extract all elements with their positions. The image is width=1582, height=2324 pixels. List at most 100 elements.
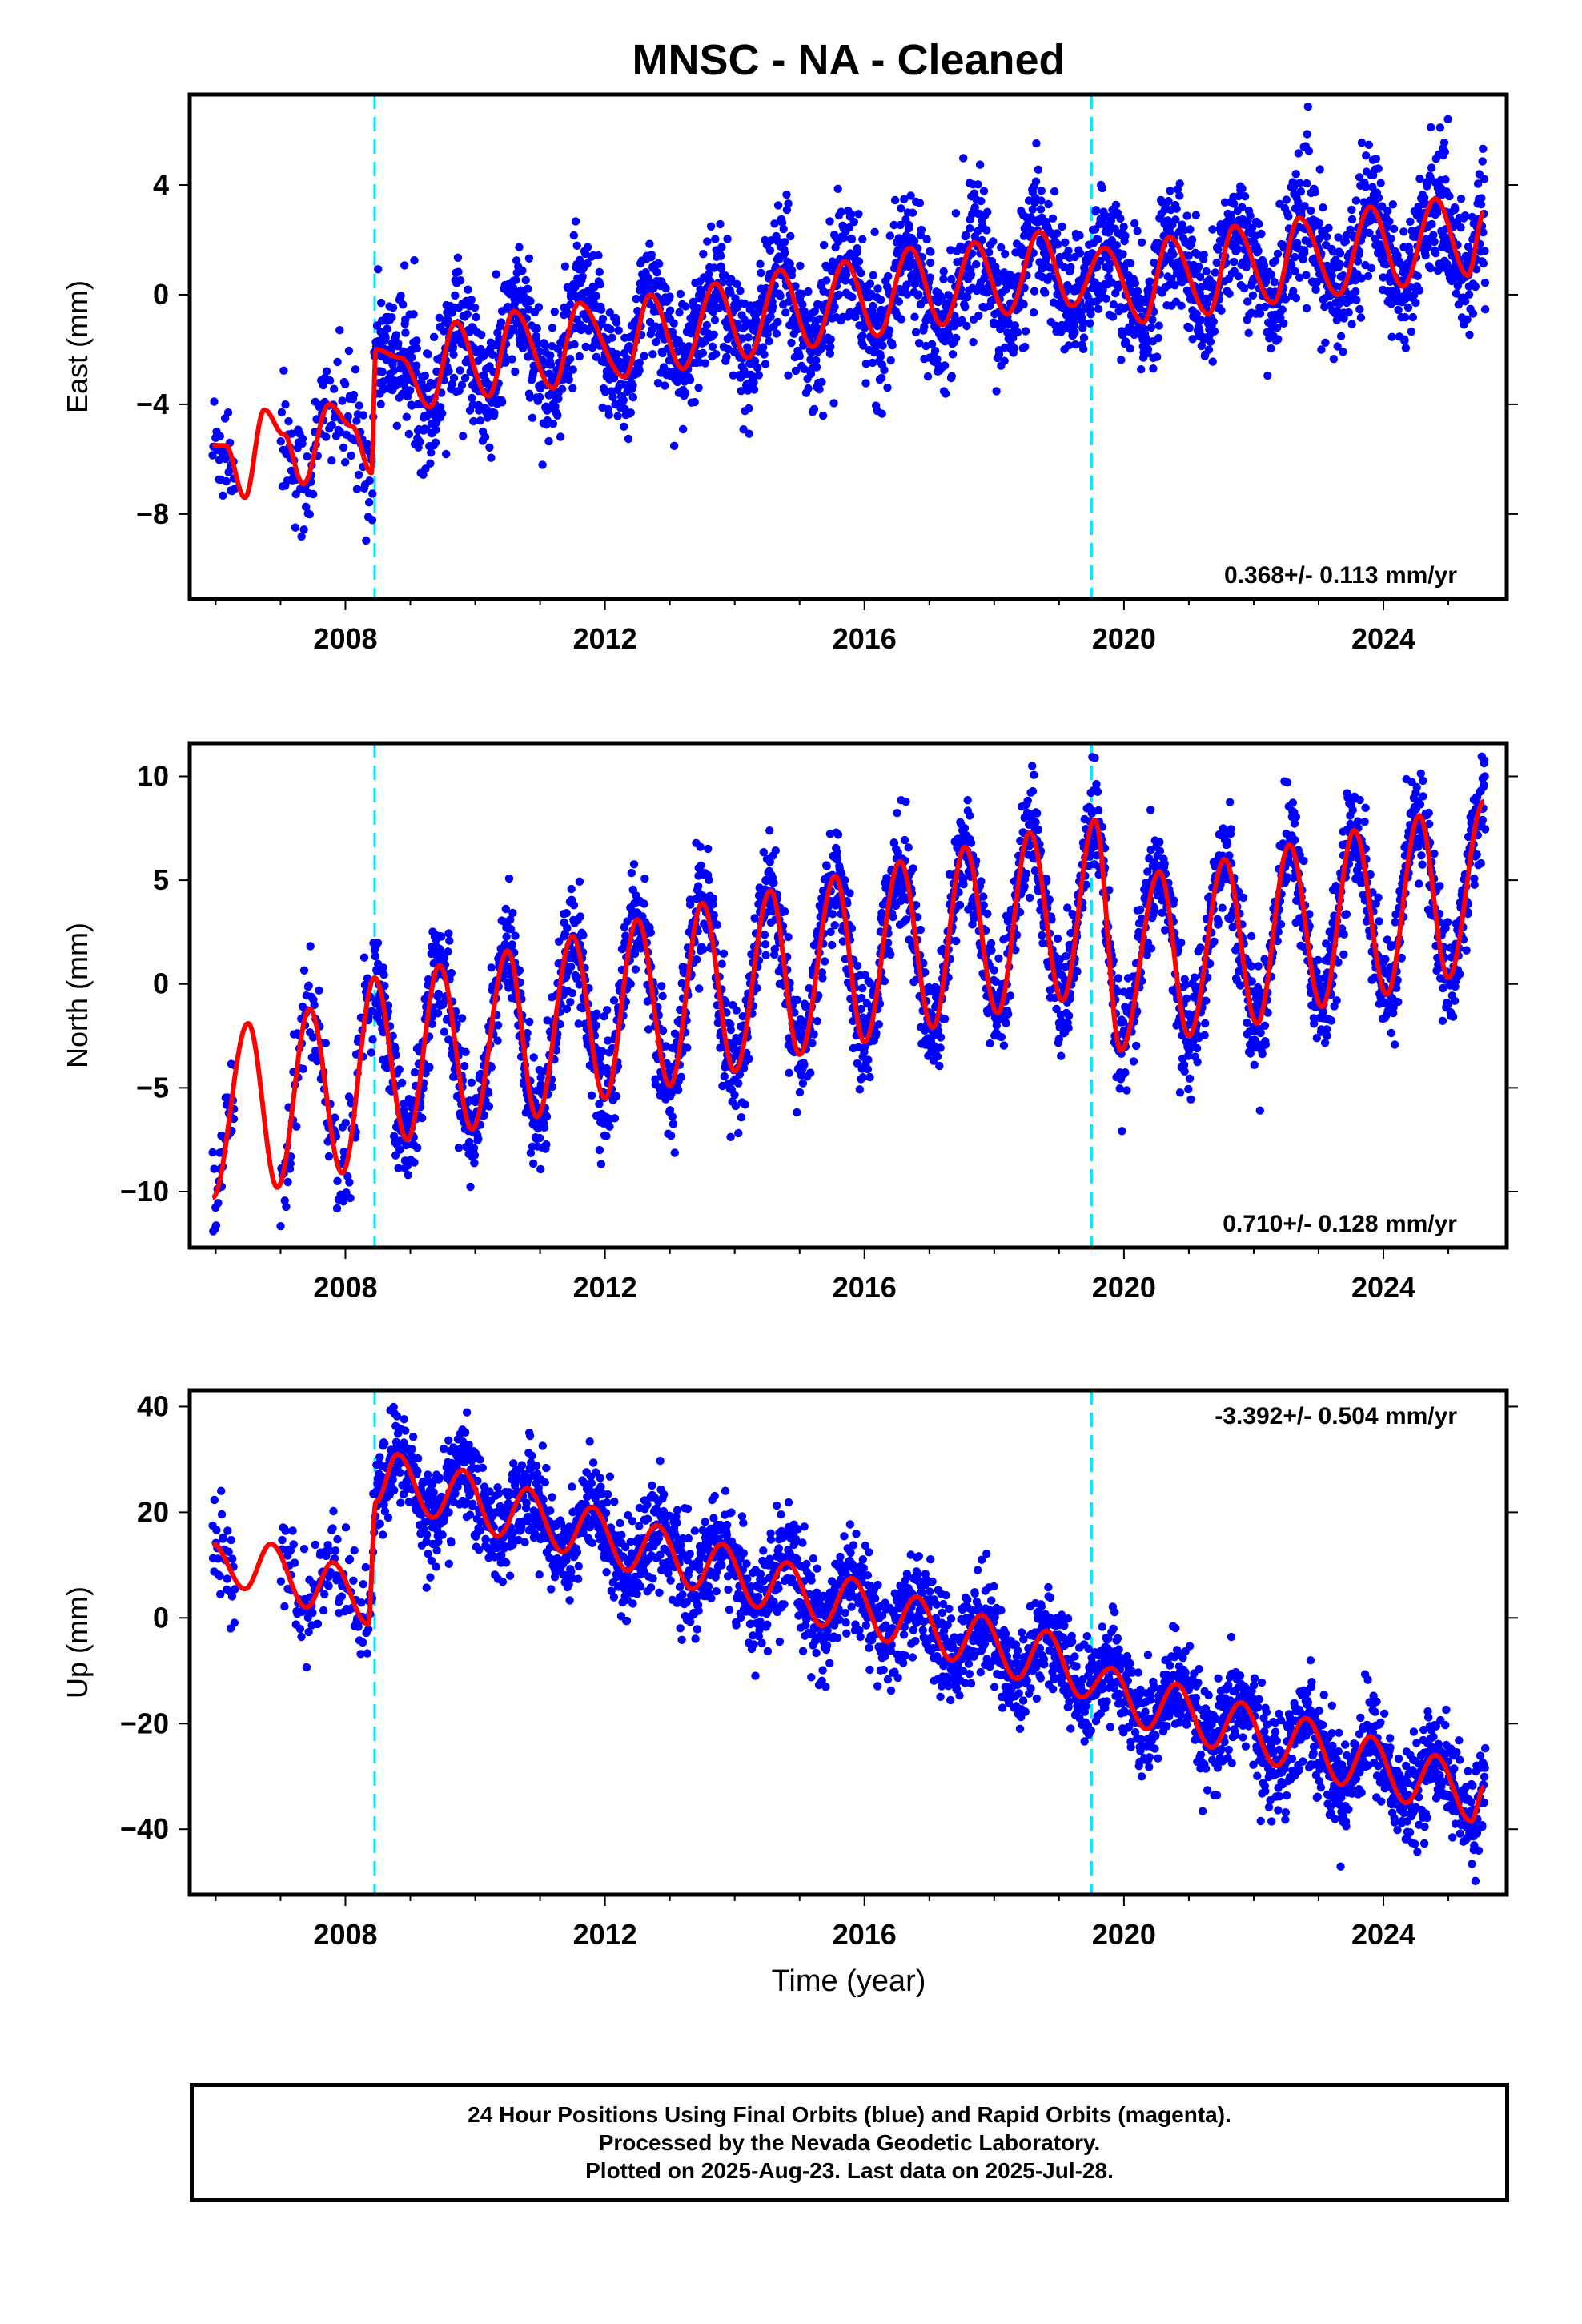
data-point	[723, 235, 732, 243]
data-point	[309, 489, 318, 499]
data-point	[1098, 183, 1107, 193]
data-point	[524, 254, 534, 263]
data-point	[927, 340, 937, 348]
data-point	[553, 411, 562, 420]
data-point	[940, 361, 950, 370]
data-point	[1166, 187, 1174, 195]
data-point	[1091, 206, 1101, 215]
data-point	[1177, 301, 1186, 310]
data-point	[669, 319, 678, 328]
data-point	[869, 271, 877, 279]
data-point	[757, 268, 765, 278]
data-point	[994, 350, 1004, 359]
data-point	[1355, 304, 1364, 314]
data-point	[567, 884, 576, 894]
data-point	[322, 432, 331, 441]
data-point	[978, 235, 986, 245]
data-point	[554, 394, 563, 404]
data-point	[526, 296, 535, 306]
data-point	[1479, 144, 1488, 153]
data-point	[760, 931, 769, 939]
data-point	[761, 951, 770, 960]
data-point	[1400, 336, 1409, 345]
data-point	[1036, 205, 1046, 214]
data-point	[709, 263, 719, 272]
data-point	[851, 312, 860, 322]
data-point	[436, 403, 445, 412]
data-point	[703, 237, 712, 246]
data-point	[1225, 289, 1234, 298]
data-point	[427, 448, 436, 457]
data-point	[355, 401, 363, 410]
data-point	[810, 307, 820, 316]
data-point	[569, 231, 578, 240]
data-point	[1334, 233, 1343, 242]
data-point	[982, 226, 991, 235]
x-tick-label: 2024	[1351, 622, 1415, 655]
data-point	[469, 416, 478, 426]
data-point	[493, 1036, 502, 1045]
data-point	[485, 443, 494, 452]
data-point	[1244, 328, 1253, 337]
data-point	[1195, 272, 1205, 282]
data-point	[321, 1039, 331, 1047]
data-point	[734, 1128, 743, 1138]
x-tick-label: 2012	[573, 1271, 637, 1304]
data-point	[681, 388, 689, 397]
data-point	[528, 1159, 538, 1168]
data-point	[501, 358, 510, 367]
data-point	[594, 251, 603, 260]
data-point	[624, 434, 633, 444]
data-point	[669, 1120, 678, 1128]
data-point	[628, 381, 637, 390]
data-point	[518, 344, 528, 352]
data-point	[521, 275, 530, 285]
data-point	[492, 270, 500, 279]
data-point	[903, 290, 912, 299]
data-point	[975, 160, 985, 169]
y-tick-label: 10	[137, 759, 169, 792]
data-point	[1413, 271, 1423, 280]
data-point	[449, 350, 458, 359]
data-point	[454, 1144, 464, 1152]
data-point	[609, 996, 619, 1005]
data-point	[713, 920, 722, 930]
data-point	[974, 180, 982, 189]
data-point	[1287, 260, 1296, 269]
data-point	[612, 318, 621, 327]
data-point	[884, 271, 893, 281]
data-point	[1137, 238, 1146, 247]
data-point	[1321, 338, 1330, 347]
data-point	[345, 1178, 354, 1187]
data-point	[391, 331, 401, 340]
data-point	[864, 1055, 873, 1064]
data-point	[543, 406, 552, 415]
data-point	[857, 268, 865, 278]
data-point	[470, 1151, 480, 1160]
data-point	[878, 341, 887, 350]
data-point	[496, 318, 506, 327]
data-point	[793, 995, 801, 1005]
data-point	[781, 308, 790, 317]
data-point	[1191, 211, 1201, 219]
data-point	[791, 366, 801, 376]
data-point	[583, 259, 592, 268]
data-point	[870, 227, 879, 236]
data-point	[765, 826, 774, 835]
data-point	[897, 204, 905, 213]
data-point	[1212, 258, 1221, 267]
data-point	[1154, 333, 1163, 343]
data-point	[877, 373, 886, 383]
data-point	[1327, 271, 1337, 280]
data-point	[808, 1039, 817, 1047]
data-point	[1267, 270, 1275, 279]
data-point	[1086, 319, 1094, 328]
data-point	[1480, 175, 1489, 183]
data-point	[1480, 278, 1490, 287]
data-point	[565, 354, 575, 364]
data-point	[564, 375, 573, 384]
data-point	[1352, 296, 1361, 304]
data-point	[806, 1068, 815, 1077]
data-point	[1054, 240, 1062, 249]
data-point	[1071, 340, 1080, 349]
